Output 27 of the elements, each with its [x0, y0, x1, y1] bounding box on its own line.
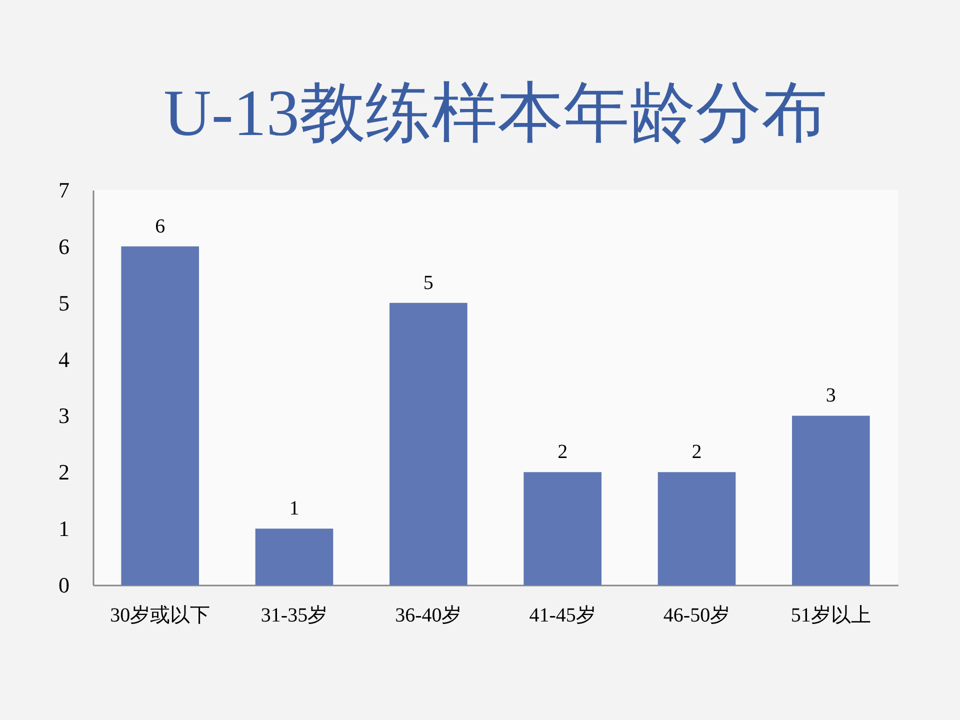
y-tick-label: 5 [58, 290, 70, 316]
y-tick-label: 4 [58, 346, 70, 372]
y-tick-label: 7 [58, 178, 70, 202]
x-tick-label: 46-50岁 [663, 604, 730, 626]
bar [792, 416, 870, 585]
bar [390, 302, 468, 585]
bar [524, 472, 602, 585]
bar [121, 246, 199, 585]
bar [658, 472, 736, 585]
bar [255, 528, 334, 585]
data-label: 1 [289, 498, 300, 520]
y-tick-label: 1 [58, 516, 70, 542]
x-tick-label: 31-35岁 [260, 604, 328, 626]
x-tick-label: 30岁或以下 [110, 604, 210, 626]
data-label: 2 [558, 441, 568, 464]
data-label: 5 [423, 272, 434, 294]
x-tick-label: 36-40岁 [395, 604, 462, 626]
y-tick-label: 2 [58, 460, 70, 485]
x-tick-label: 51岁以上 [790, 604, 871, 626]
data-label: 2 [692, 441, 702, 464]
data-label: 3 [826, 384, 836, 407]
y-tick-label: 0 [58, 572, 70, 598]
chart-title: U-13教练样本年龄分布 [164, 77, 828, 150]
y-tick-label: 6 [58, 234, 70, 259]
x-tick-label: 41-45岁 [529, 604, 596, 626]
data-label: 6 [155, 215, 166, 238]
y-tick-label: 3 [58, 403, 70, 428]
